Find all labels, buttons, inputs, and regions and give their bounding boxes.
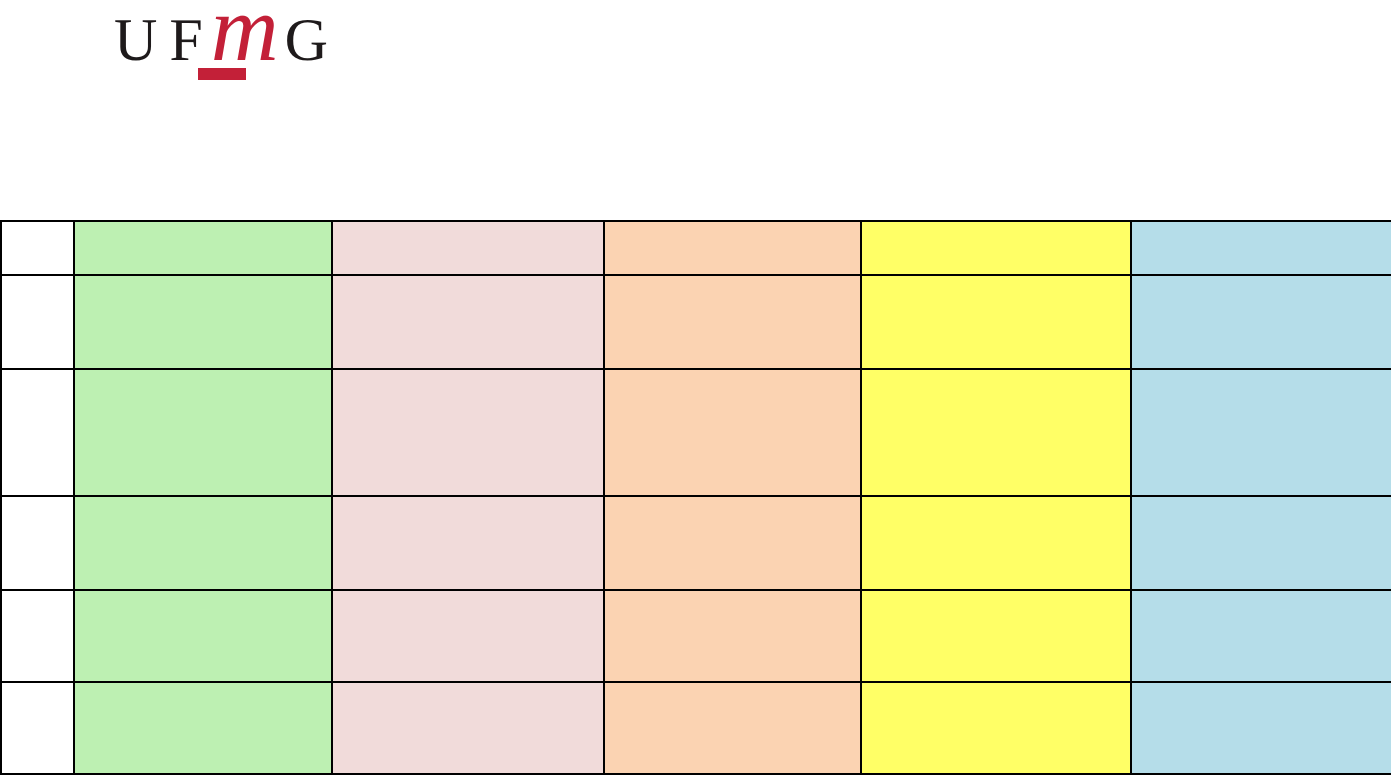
logo-letter-u: U [114, 7, 158, 73]
cell-pink-column [331, 589, 605, 683]
schedule-table [0, 220, 1391, 775]
cell-white-column [0, 495, 75, 591]
logo-letter-m: m [210, 0, 279, 81]
cell-green-column [73, 495, 333, 591]
cell-pink-column [331, 495, 605, 591]
schedule-row [0, 681, 1391, 775]
cell-white-column [0, 368, 75, 497]
cell-orange-column [603, 274, 862, 370]
cell-pink-column [331, 220, 605, 276]
cell-yellow-column [860, 220, 1132, 276]
schedule-table-body [0, 220, 1391, 775]
cell-white-column [0, 220, 75, 276]
cell-orange-column [603, 495, 862, 591]
cell-white-column [0, 681, 75, 775]
cell-green-column [73, 368, 333, 497]
cell-pink-column [331, 681, 605, 775]
cell-orange-column [603, 681, 862, 775]
cell-green-column [73, 274, 333, 370]
cell-pink-column [331, 368, 605, 497]
schedule-row [0, 368, 1391, 497]
cell-yellow-column [860, 681, 1132, 775]
cell-blue-column [1130, 274, 1391, 370]
logo-letter-f: F [169, 7, 203, 73]
cell-pink-column [331, 274, 605, 370]
cell-yellow-column [860, 274, 1132, 370]
cell-blue-column [1130, 368, 1391, 497]
schedule-row [0, 495, 1391, 591]
ufmg-logo: U F m G [114, 0, 328, 76]
cell-orange-column [603, 368, 862, 497]
cell-orange-column [603, 589, 862, 683]
cell-blue-column [1130, 495, 1391, 591]
schedule-row [0, 589, 1391, 683]
cell-yellow-column [860, 495, 1132, 591]
schedule-row [0, 274, 1391, 370]
schedule-row [0, 220, 1391, 276]
cell-yellow-column [860, 368, 1132, 497]
cell-yellow-column [860, 589, 1132, 683]
cell-blue-column [1130, 220, 1391, 276]
cell-white-column [0, 274, 75, 370]
logo-m-wrap: m [211, 0, 279, 76]
logo-letter-g: G [284, 7, 328, 73]
cell-green-column [73, 681, 333, 775]
cell-blue-column [1130, 681, 1391, 775]
logo-red-underline-bar [198, 68, 246, 80]
cell-blue-column [1130, 589, 1391, 683]
cell-white-column [0, 589, 75, 683]
cell-green-column [73, 220, 333, 276]
cell-orange-column [603, 220, 862, 276]
cell-green-column [73, 589, 333, 683]
